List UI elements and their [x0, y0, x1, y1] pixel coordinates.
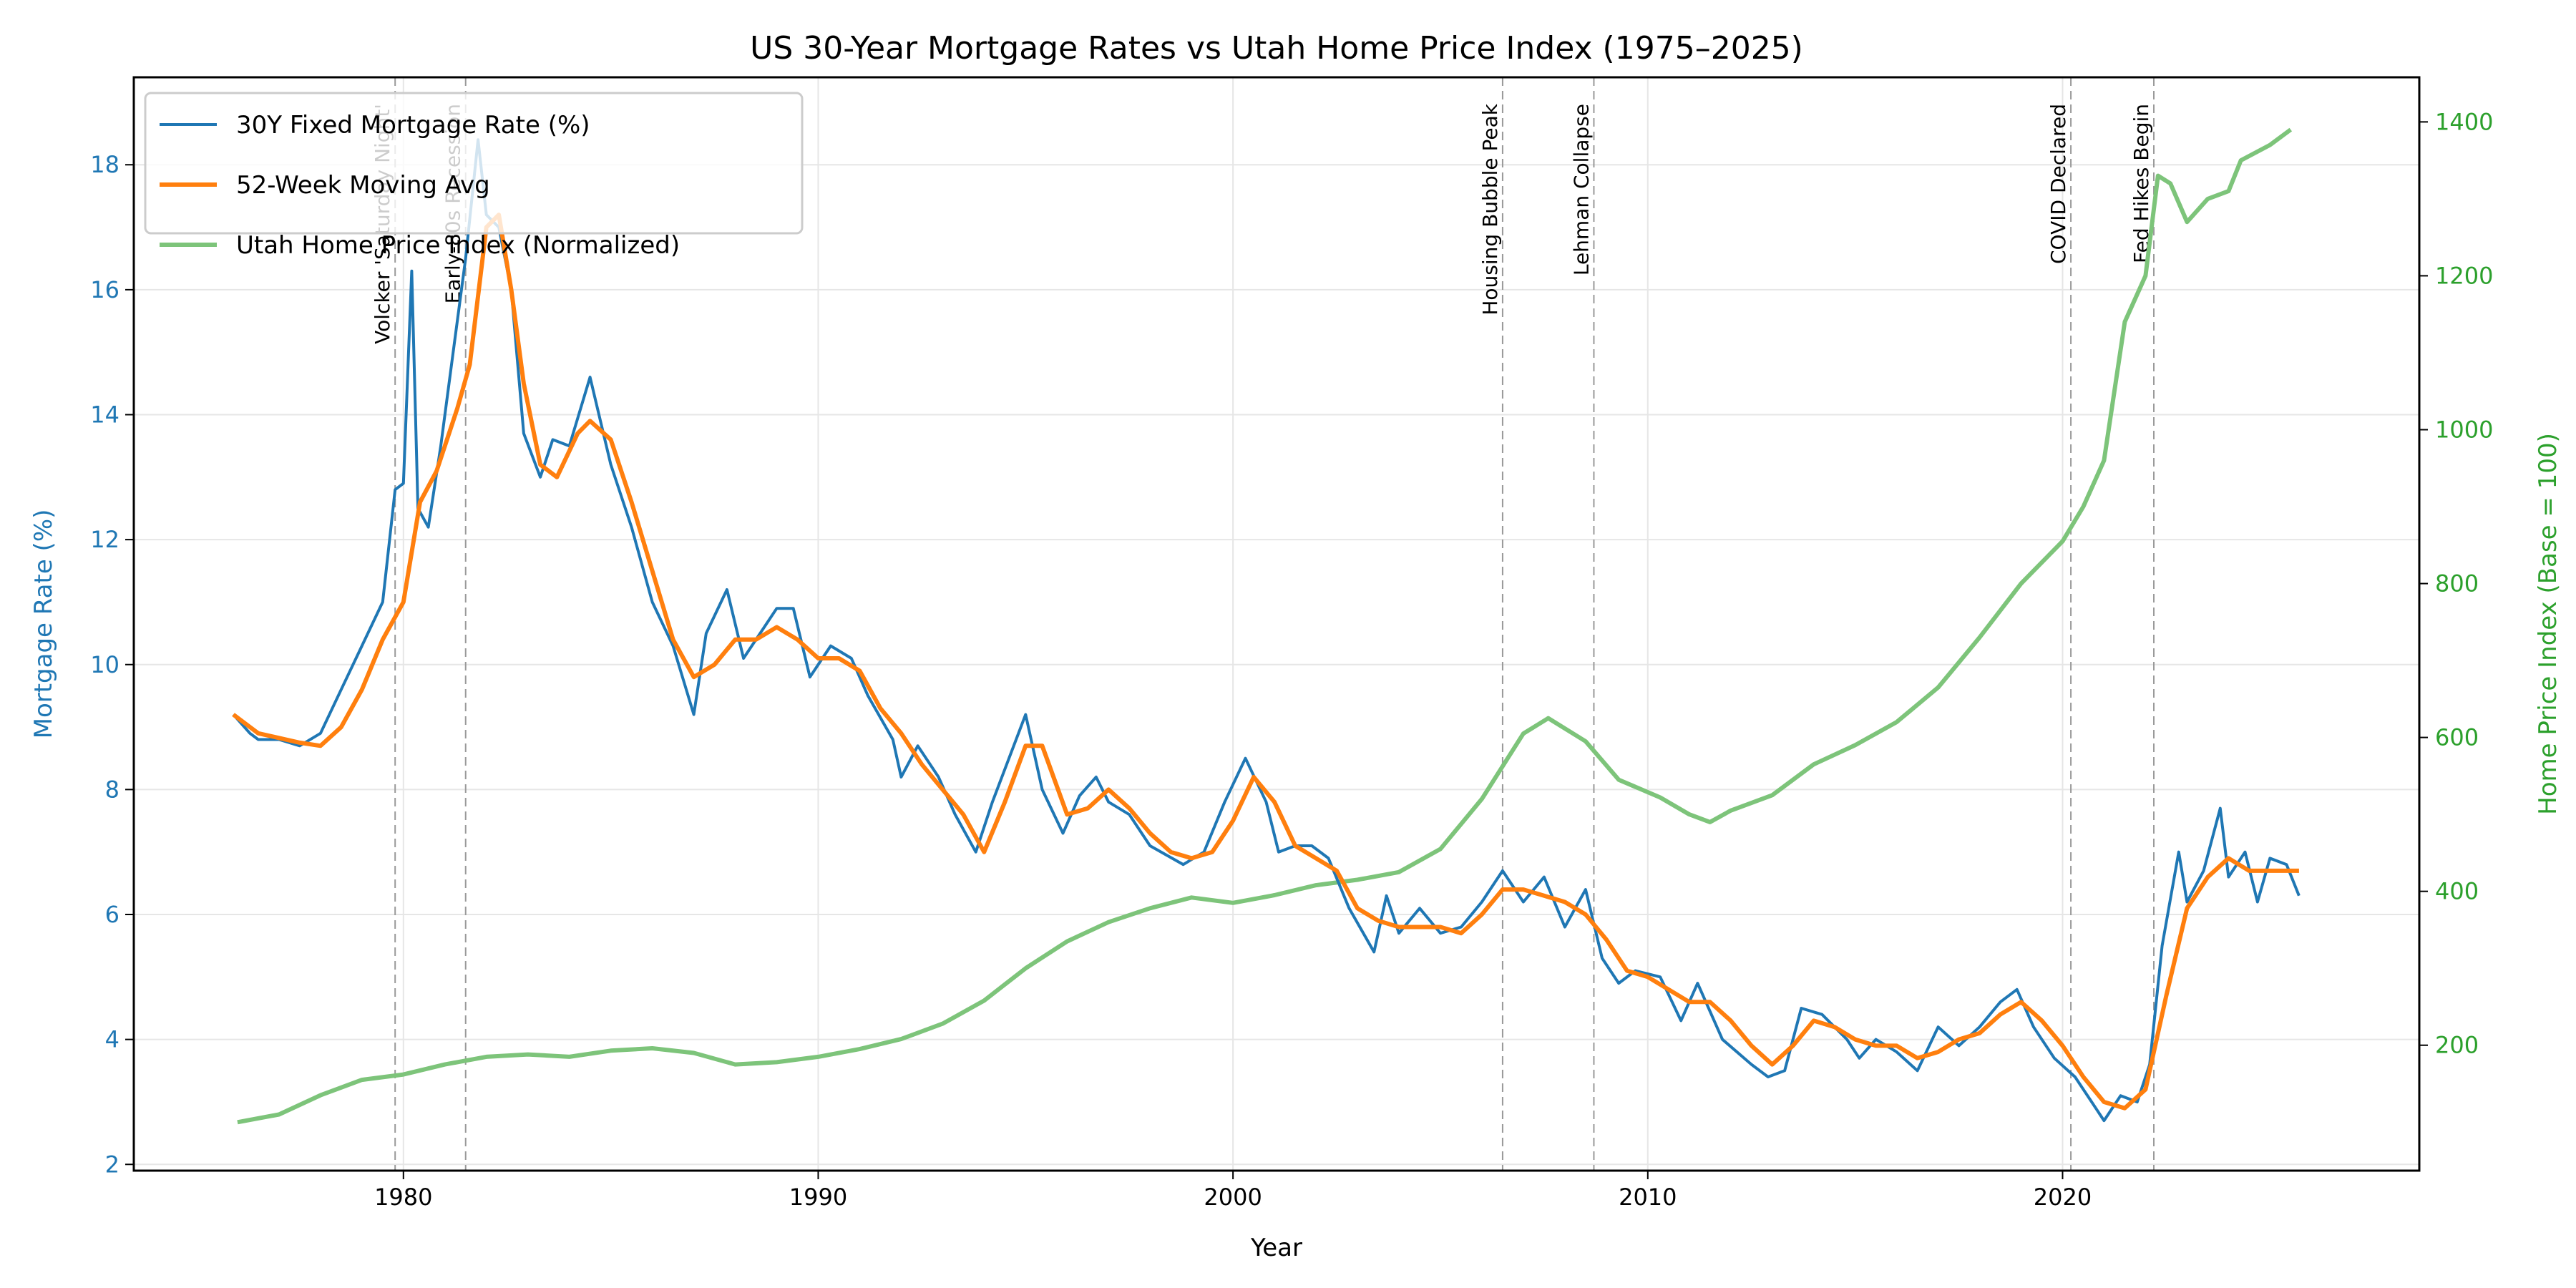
y2-tick-label: 1400: [2435, 108, 2493, 135]
legend-label: Utah Home Price Index (Normalized): [236, 231, 680, 260]
grid: [134, 77, 2419, 1171]
mortgage-rate-line: [232, 138, 2301, 1123]
home-price-index-line: [237, 127, 2293, 1125]
y2-tick-label: 1000: [2435, 416, 2493, 443]
x-axis-label: Year: [1250, 1234, 1302, 1262]
moving-average-line: [232, 213, 2299, 1111]
y2-axis-label: Home Price Index (Base = 100): [2534, 433, 2562, 815]
x-tick-label: 1990: [789, 1184, 847, 1211]
x-tick-label: 2000: [1204, 1184, 1262, 1211]
y2-tick-label: 600: [2435, 724, 2479, 751]
y-axis-right: 200 400 600 800 1000 1200 1400: [2419, 108, 2493, 1059]
y-tick-label: 12: [90, 526, 119, 553]
legend-label: 30Y Fixed Mortgage Rate (%): [236, 111, 590, 140]
y-axis-left: 2 4 6 8 10 12 14 16 18: [90, 151, 134, 1178]
y2-tick-label: 1200: [2435, 262, 2493, 289]
x-axis: 1980 1990 2000 2010 2020: [374, 1171, 2092, 1211]
y-tick-label: 4: [105, 1026, 119, 1053]
plot-frame: [132, 76, 2421, 1172]
y-tick-label: 8: [105, 776, 119, 803]
y-tick-label: 6: [105, 901, 119, 928]
legend-box: [144, 92, 804, 235]
legend-label: 52-Week Moving Avg: [236, 171, 490, 200]
series-lines: [232, 127, 2301, 1125]
y-tick-label: 16: [90, 276, 119, 303]
y-axis-label: Mortgage Rate (%): [29, 509, 58, 739]
x-tick-label: 1980: [374, 1184, 432, 1211]
x-tick-label: 2010: [1619, 1184, 1677, 1211]
event-label: COVID Declared: [2046, 104, 2070, 264]
y-tick-label: 10: [90, 651, 119, 678]
y-tick-label: 18: [90, 151, 119, 178]
y-tick-label: 14: [90, 401, 119, 428]
y2-tick-label: 200: [2435, 1032, 2479, 1059]
event-label: Lehman Collapse: [1569, 104, 1593, 275]
y2-tick-label: 400: [2435, 878, 2479, 905]
event-label: Housing Bubble Peak: [1478, 103, 1502, 315]
chart-title: US 30-Year Mortgage Rates vs Utah Home P…: [750, 30, 1803, 67]
x-tick-label: 2020: [2034, 1184, 2092, 1211]
y2-tick-label: 800: [2435, 570, 2479, 597]
legend: 30Y Fixed Mortgage Rate (%) 52-Week Movin…: [144, 92, 804, 260]
y-tick-label: 2: [105, 1151, 119, 1178]
